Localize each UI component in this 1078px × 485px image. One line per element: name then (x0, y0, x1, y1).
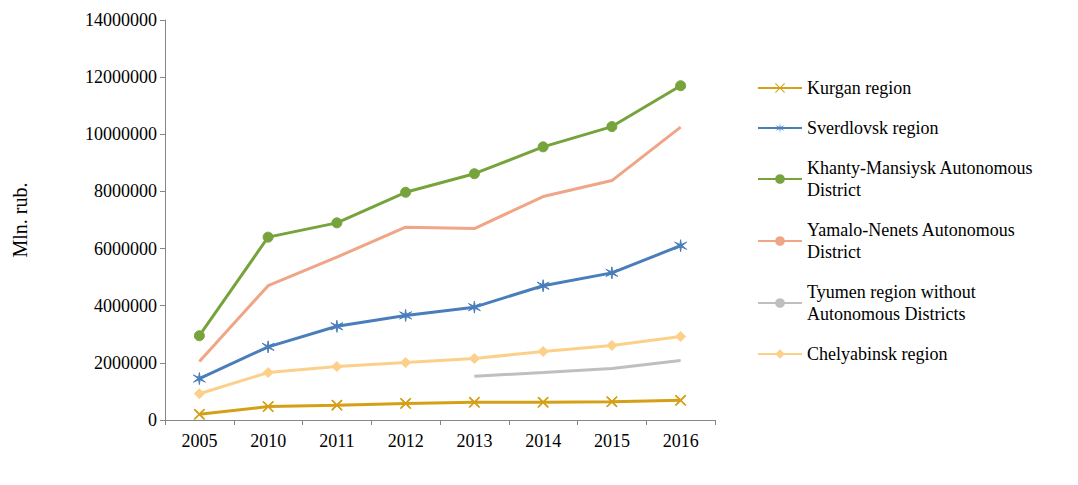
svg-text:2012: 2012 (388, 431, 424, 451)
svg-text:12000000: 12000000 (85, 67, 157, 87)
svg-text:0: 0 (148, 410, 157, 430)
svg-text:Khanty-Mansiysk Autonomous: Khanty-Mansiysk Autonomous (807, 158, 1037, 178)
svg-text:2000000: 2000000 (94, 353, 157, 373)
svg-text:2014: 2014 (525, 431, 561, 451)
svg-text:2010: 2010 (250, 431, 286, 451)
svg-text:2016: 2016 (663, 431, 699, 451)
svg-text:6000000: 6000000 (94, 239, 157, 259)
svg-text:Autonomous Districts: Autonomous Districts (807, 304, 966, 324)
svg-text:4000000: 4000000 (94, 296, 157, 316)
svg-text:District: District (807, 180, 861, 200)
svg-text:2005: 2005 (181, 431, 217, 451)
svg-text:District: District (807, 242, 861, 262)
svg-text:Kurgan region: Kurgan region (807, 78, 911, 98)
svg-text:8000000: 8000000 (94, 181, 157, 201)
svg-text:Sverdlovsk region: Sverdlovsk region (807, 118, 938, 138)
svg-text:2015: 2015 (594, 431, 630, 451)
svg-text:Mln. rub.: Mln. rub. (9, 183, 31, 258)
svg-text:2013: 2013 (456, 431, 492, 451)
svg-text:Chelyabinsk region: Chelyabinsk region (807, 344, 947, 364)
svg-text:10000000: 10000000 (85, 124, 157, 144)
svg-text:14000000: 14000000 (85, 10, 157, 30)
svg-text:2011: 2011 (319, 431, 354, 451)
svg-text:Yamalo-Nenets Autonomous: Yamalo-Nenets Autonomous (807, 220, 1019, 240)
svg-text:Tyumen region without: Tyumen region without (807, 282, 980, 302)
